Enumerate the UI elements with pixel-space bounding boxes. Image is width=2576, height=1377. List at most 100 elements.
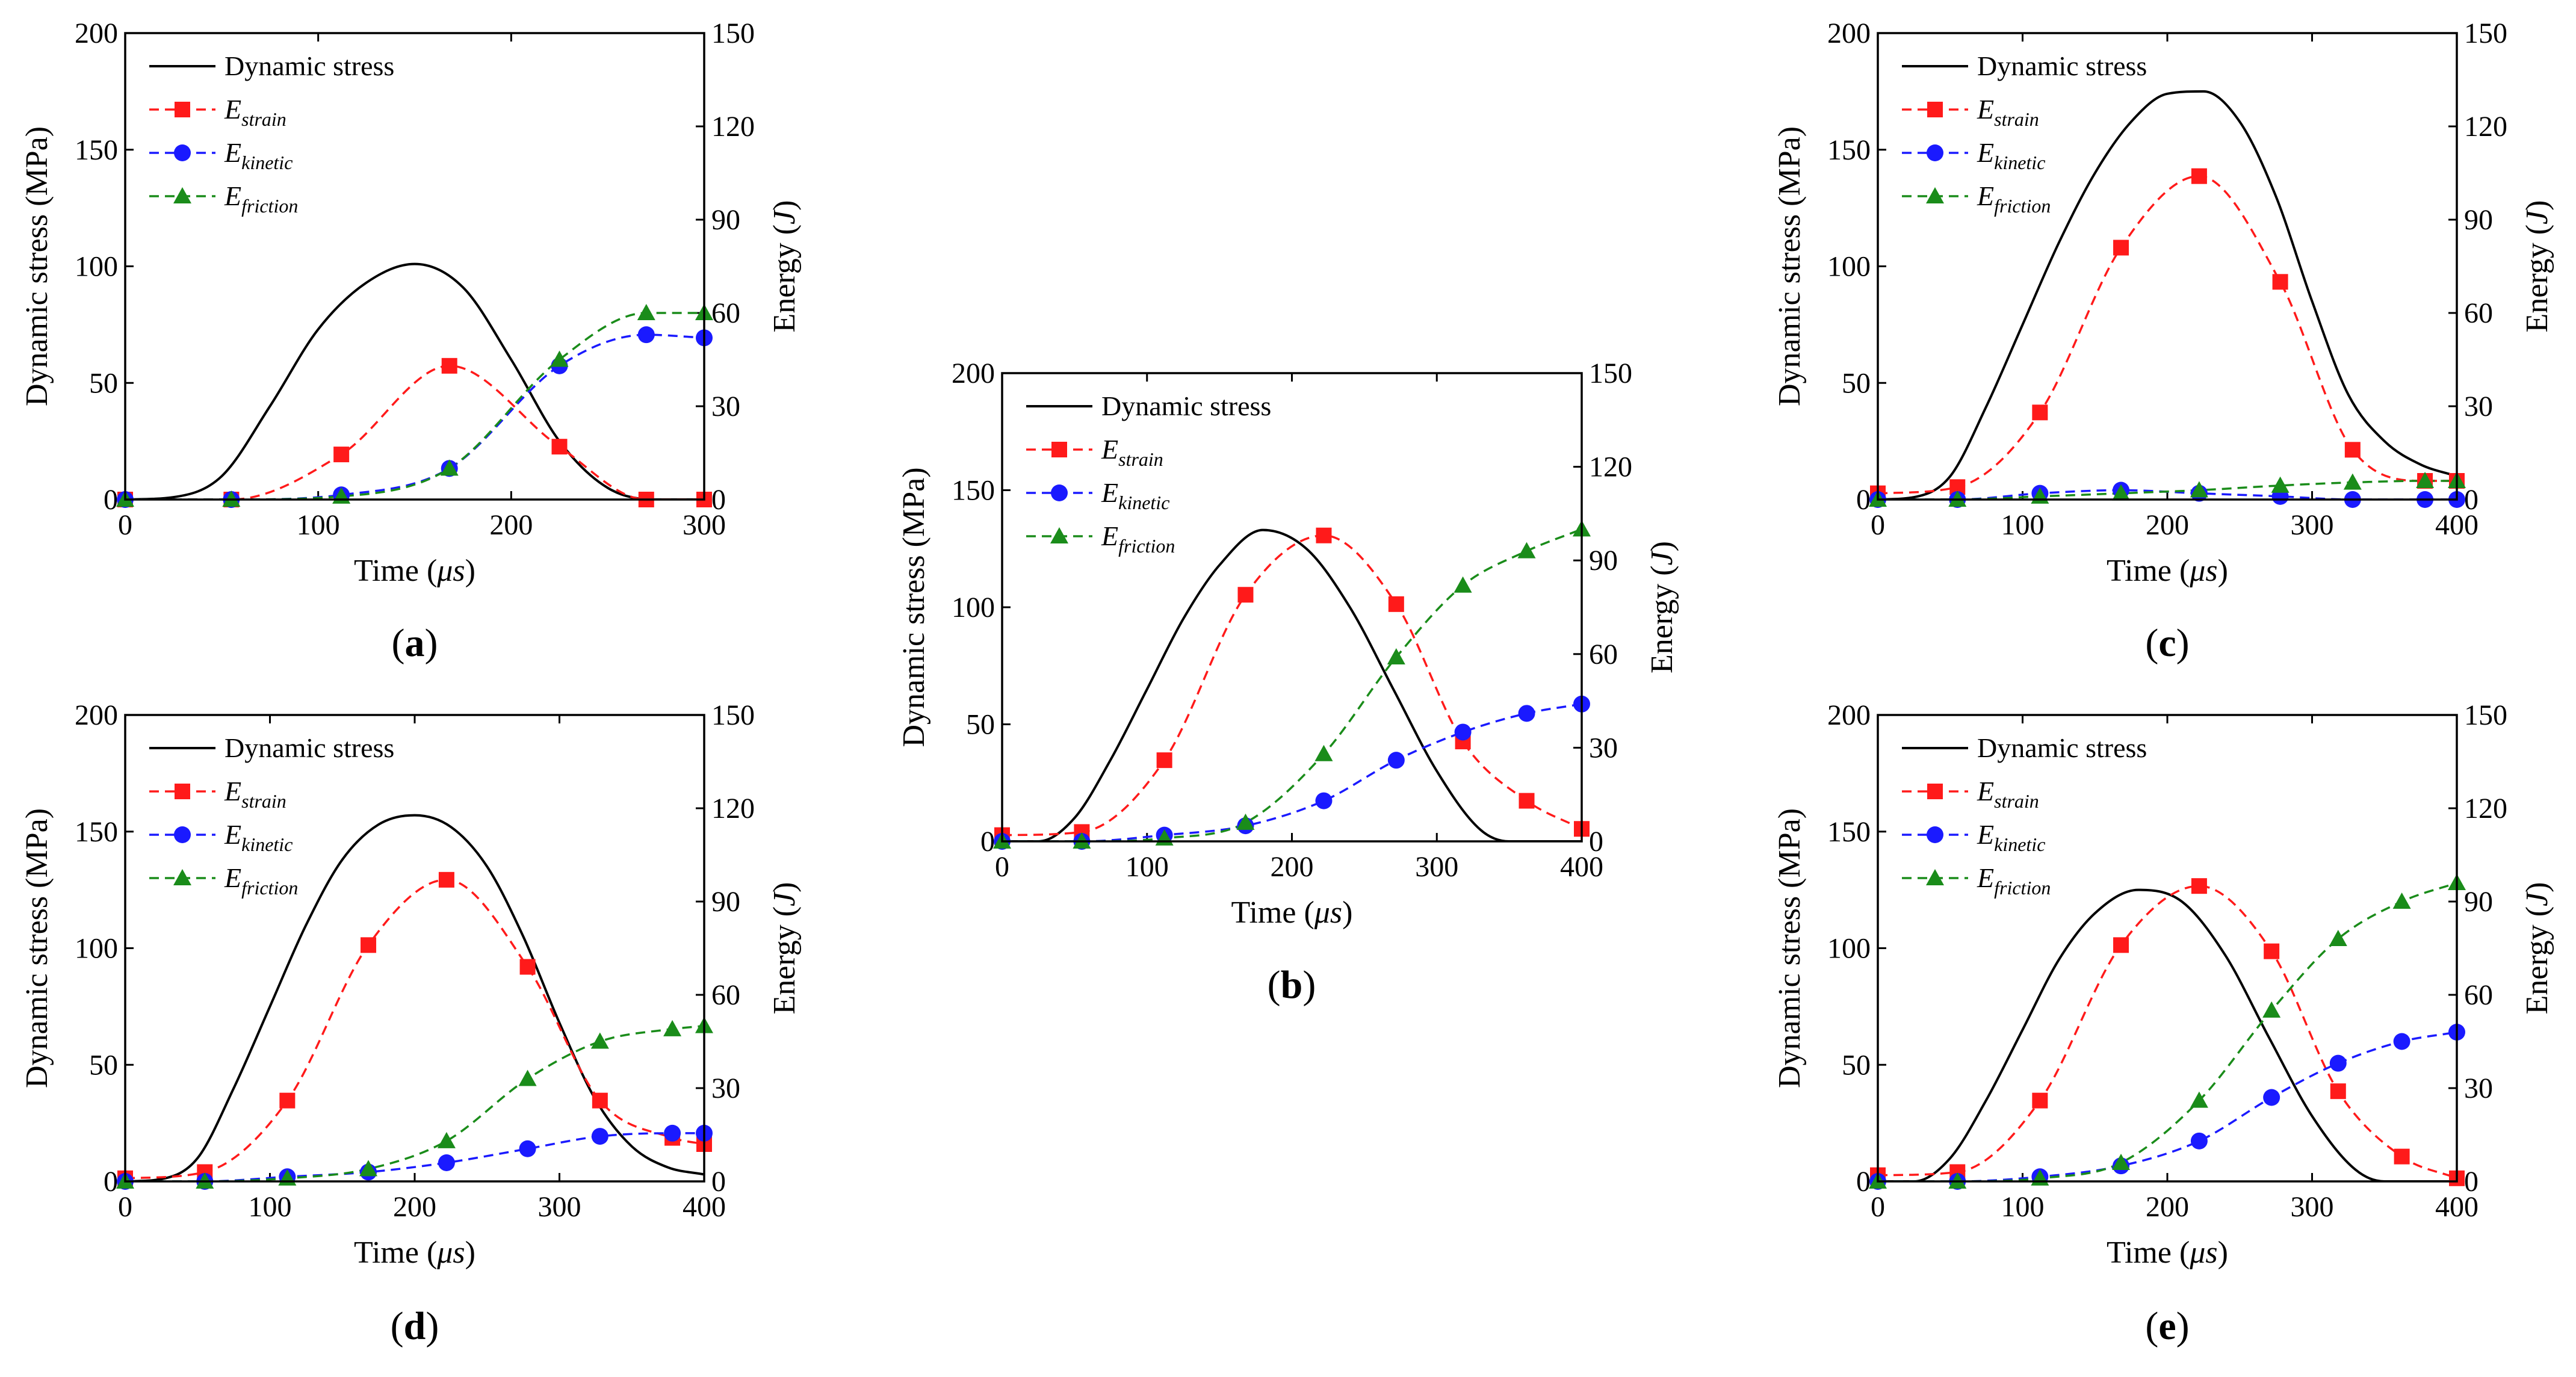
y-left-tick-label: 100 xyxy=(1827,251,1871,283)
legend-marker-strain xyxy=(175,784,190,799)
panel-caption-close: ) xyxy=(425,621,438,665)
series-kinetic-point xyxy=(1315,792,1333,809)
y-right-tick-label: 150 xyxy=(2464,699,2507,731)
series-strain-line xyxy=(1878,885,2457,1180)
panel-caption-close: ) xyxy=(1302,963,1316,1007)
series-strain-point xyxy=(2330,1083,2346,1100)
y-left-axis-label: Dynamic stress (MPa) xyxy=(20,126,54,406)
plot-area-a xyxy=(125,262,704,500)
x-axis-label-text: Time ( xyxy=(1231,896,1314,930)
y-left-axis-label: Dynamic stress (MPa) xyxy=(1773,808,1807,1088)
x-axis-label: Time (μs) xyxy=(2107,1236,2228,1270)
y-right-axis-label-unit: J xyxy=(2520,891,2554,906)
series-strain-line xyxy=(125,879,704,1180)
y-right-tick-label: 60 xyxy=(711,297,740,329)
x-axis-label: Time (μs) xyxy=(2107,554,2228,588)
legend-label-sub: kinetic xyxy=(1118,492,1169,513)
x-axis-label-text: Time ( xyxy=(354,554,437,588)
chart-panel-e: 0 100 200 300 4000501001502000306090120150Ti… xyxy=(1773,699,2554,1348)
legend-label-kinetic: Ekinetic xyxy=(1977,819,2045,855)
legend-label-base: E xyxy=(1977,862,1994,893)
panel-caption-close: ) xyxy=(2176,1304,2190,1348)
x-tick-label: 100 xyxy=(2001,509,2045,541)
y-left-tick-label: 200 xyxy=(75,17,118,49)
series-friction-point xyxy=(2190,1091,2208,1108)
series-friction-point xyxy=(2190,481,2208,498)
y-right-tick-label: 30 xyxy=(2464,1072,2493,1104)
series-friction-point xyxy=(2343,473,2362,490)
legend-label-sub: friction xyxy=(1994,877,2051,899)
y-right-tick-label: 0 xyxy=(2464,1166,2478,1198)
y-right-tick-label: 120 xyxy=(1589,451,1632,483)
y-right-tick-label: 30 xyxy=(711,1072,740,1104)
y-left-tick-label: 150 xyxy=(75,816,118,848)
legend-label-strain: Estrain xyxy=(224,776,286,812)
legend-marker-kinetic xyxy=(174,826,191,843)
legend-label-base: E xyxy=(1977,137,1994,168)
series-friction-point xyxy=(359,1160,378,1177)
panel-caption-a: (a) xyxy=(392,621,438,665)
legend-marker-strain xyxy=(175,102,190,117)
series-strain-line xyxy=(1002,534,1582,837)
legend-label-friction: Efriction xyxy=(224,181,298,217)
legend-marker-friction xyxy=(1926,187,1944,203)
series-kinetic-point xyxy=(2329,1054,2347,1072)
x-axis-label-close: ) xyxy=(465,1236,475,1270)
y-right-tick-label: 90 xyxy=(2464,204,2493,236)
y-right-axis-label-text: Energy ( xyxy=(767,906,802,1015)
x-axis-label-text: Time ( xyxy=(2107,1236,2190,1270)
x-axis-label-close: ) xyxy=(2218,1236,2228,1270)
series-friction-point xyxy=(2262,1001,2281,1018)
x-tick-label: 200 xyxy=(393,1191,436,1223)
y-left-tick-label: 50 xyxy=(966,709,995,741)
legend-label-dynamic-stress: Dynamic stress xyxy=(224,732,394,763)
panel-caption-letter: c xyxy=(2158,621,2176,665)
series-kinetic-point xyxy=(2190,1132,2208,1150)
legend-label-sub: friction xyxy=(241,877,298,899)
series-dynamic-stress-line xyxy=(1002,528,1582,841)
x-axis-label-close: ) xyxy=(2218,554,2228,588)
series-friction-point xyxy=(2329,930,2347,946)
x-axis-label-unit: μs xyxy=(1314,896,1342,930)
series-strain-point xyxy=(519,959,536,975)
series-kinetic-line xyxy=(1002,703,1582,841)
legend-label-sub: friction xyxy=(1994,195,2051,217)
series-kinetic-point xyxy=(1518,705,1535,722)
x-tick-label: 200 xyxy=(489,509,533,541)
y-right-tick-label: 150 xyxy=(711,699,755,731)
y-left-axis-label: Dynamic stress (MPa) xyxy=(1773,126,1807,406)
series-friction-point xyxy=(550,350,569,367)
y-right-tick-label: 0 xyxy=(1589,826,1603,858)
y-right-tick-label: 90 xyxy=(2464,886,2493,918)
x-axis-label-unit: μs xyxy=(436,1236,465,1270)
series-kinetic-point xyxy=(1454,723,1472,741)
y-left-tick-label: 200 xyxy=(952,357,995,389)
series-strain-line xyxy=(1878,175,2457,495)
legend-marker-kinetic xyxy=(1927,144,1943,161)
series-strain-line xyxy=(125,365,704,500)
legend-marker-friction xyxy=(1926,869,1944,885)
series-strain-point xyxy=(2272,274,2288,290)
series-kinetic-point xyxy=(519,1140,536,1157)
legend-label-friction: Efriction xyxy=(1977,862,2051,899)
legend-label-dynamic-stress: Dynamic stress xyxy=(224,51,394,81)
series-strain-point xyxy=(2113,937,2129,953)
legend-label-base: E xyxy=(1977,181,1994,211)
legend-marker-strain xyxy=(1927,784,1943,799)
x-tick-label: 300 xyxy=(1415,851,1458,883)
x-tick-label: 300 xyxy=(2291,1191,2334,1223)
x-axis-label-close: ) xyxy=(1342,896,1352,930)
series-dynamic-stress-line xyxy=(125,814,704,1181)
y-right-axis-label-unit: J xyxy=(767,209,802,224)
panel-caption-d: (d) xyxy=(391,1304,439,1348)
chart-panel-d: 0 100 200 300 4000501001502000306090120150Ti… xyxy=(20,699,802,1348)
series-friction-point xyxy=(1454,576,1472,593)
legend-label-sub: strain xyxy=(1994,790,2039,812)
y-right-tick-label: 30 xyxy=(711,391,740,422)
legend-marker-friction xyxy=(173,869,191,885)
legend-label-strain: Estrain xyxy=(224,94,286,130)
y-left-tick-label: 150 xyxy=(75,134,118,166)
y-left-tick-label: 0 xyxy=(1856,1166,1871,1198)
x-tick-label: 0 xyxy=(1871,1191,1885,1223)
panel-caption-letter: a xyxy=(405,621,425,665)
